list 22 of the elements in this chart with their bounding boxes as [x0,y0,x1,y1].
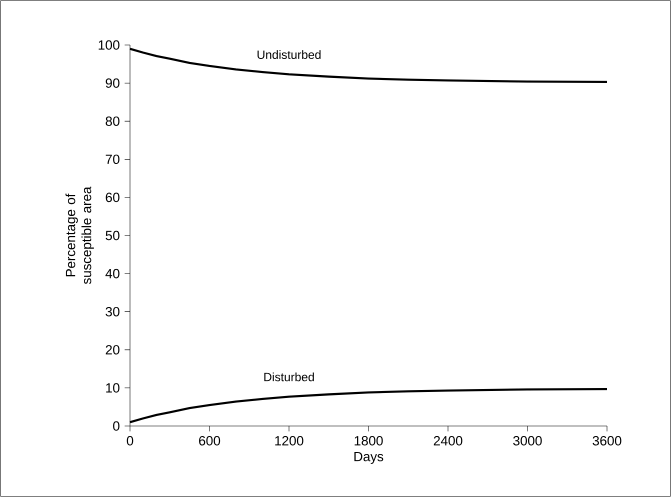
y-tick-label: 10 [106,383,120,393]
series-label: Disturbed [264,372,314,382]
y-tick-label: 60 [106,192,120,202]
series-label: Undisturbed [258,50,321,59]
y-tick-label: 0 [113,421,120,431]
x-axis-title: Days [354,452,384,464]
x-tick-label: 600 [199,436,220,446]
y-tick-label: 50 [106,230,120,240]
y-tick-label: 40 [105,268,120,278]
y-axis-title: Percentage of susceptible area [65,186,94,284]
y-tick-label: 80 [106,116,120,126]
x-tick-label: 3000 [513,436,542,446]
y-tick-label: 20 [106,345,120,355]
x-tick-label: 0 [126,436,134,446]
x-tick-label: 1800 [354,436,383,446]
y-tick-label: 100 [98,40,120,50]
x-tick-label: 1200 [275,436,304,446]
y-tick-label: 90 [106,78,120,88]
x-tick-label: 3600 [592,436,622,446]
y-tick-label: 30 [106,306,120,316]
x-tick-label: 2400 [434,436,462,446]
y-tick-label: 70 [106,154,120,164]
